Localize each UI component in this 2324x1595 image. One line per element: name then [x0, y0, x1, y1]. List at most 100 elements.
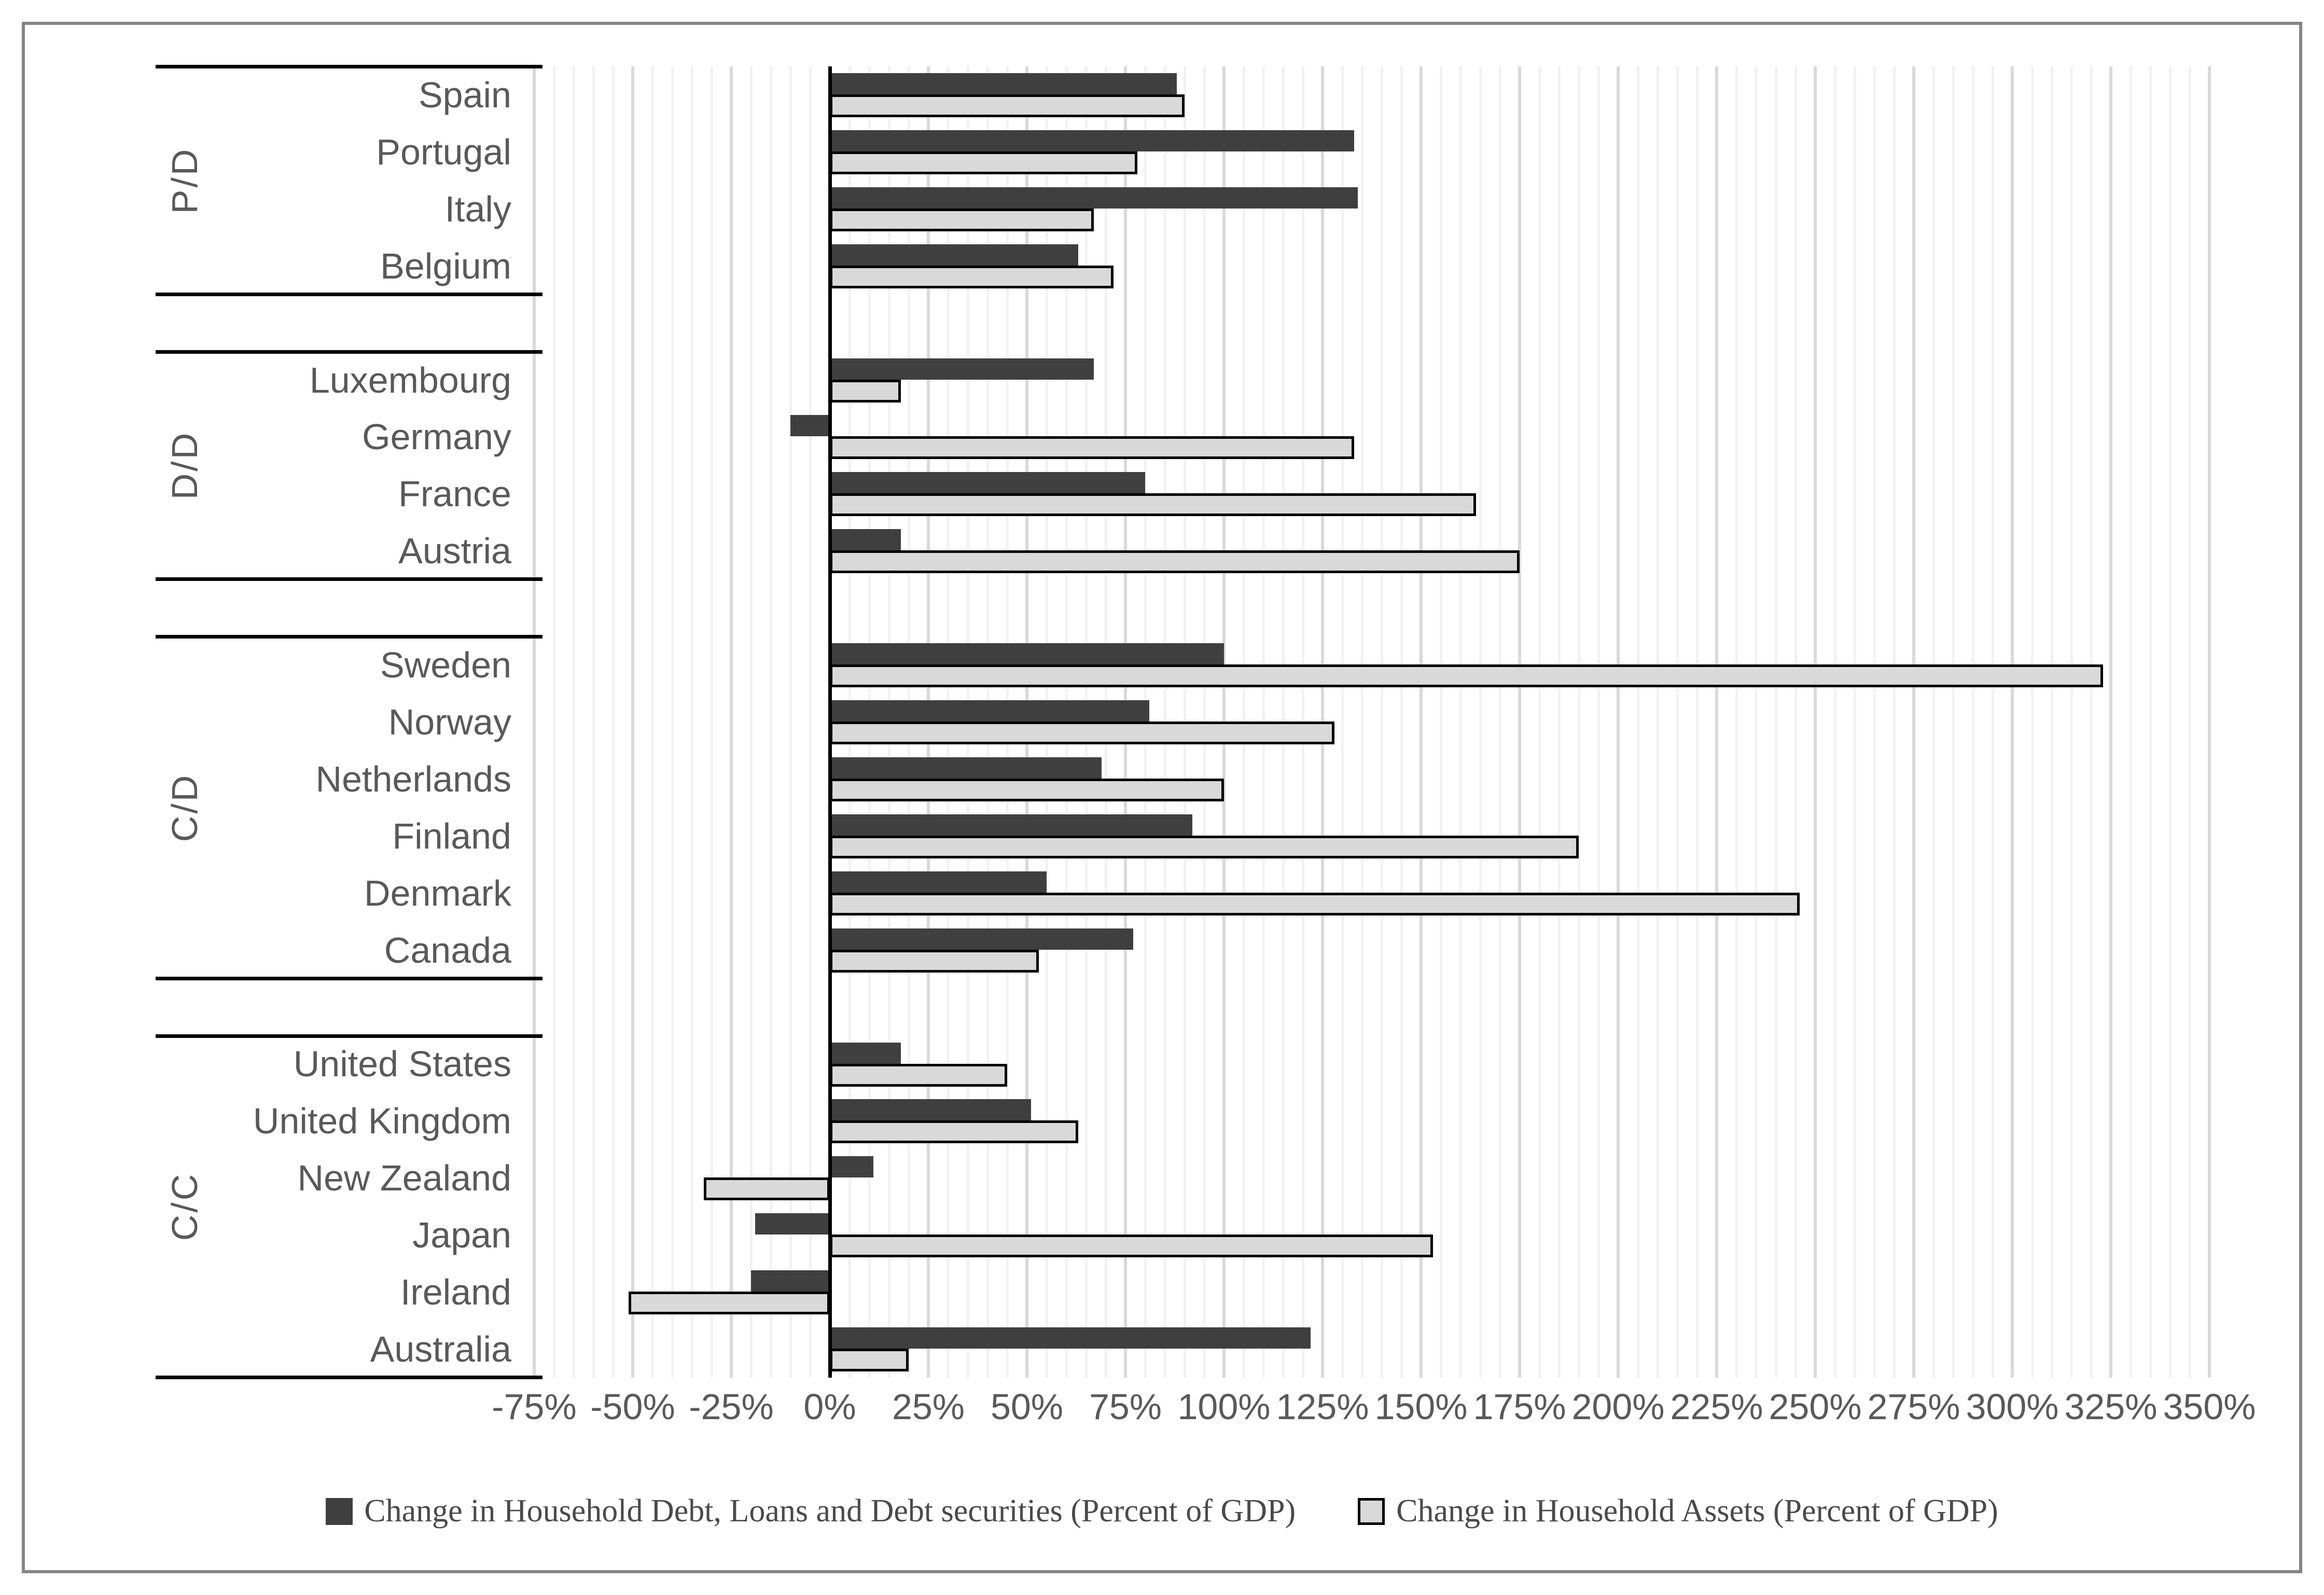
country-label-new-zealand: New Zealand: [297, 1158, 511, 1199]
legend-label-assets: Change in Household Assets (Percent of G…: [1396, 1493, 1998, 1529]
gridline-minor: [592, 66, 595, 1378]
bar-assets-norway: [830, 722, 1334, 745]
gridline-major: [1814, 66, 1817, 1378]
gridline-minor: [750, 66, 753, 1378]
gridline-minor: [1932, 66, 1935, 1378]
x-tick-label-150pct: 150%: [1374, 1386, 1468, 1427]
country-label-japan: Japan: [412, 1215, 511, 1256]
bar-assets-ireland: [629, 1292, 830, 1315]
bar-debt-new-zealand: [830, 1156, 873, 1178]
bar-debt-italy: [830, 187, 1358, 209]
gridline-minor: [1952, 66, 1955, 1378]
gridline-minor: [2090, 66, 2093, 1378]
x-tick-label-100pct: 100%: [1177, 1386, 1271, 1427]
country-label-ireland: Ireland: [400, 1272, 511, 1313]
gridline-minor: [1361, 66, 1363, 1378]
bar-assets-belgium: [830, 265, 1114, 288]
bar-assets-sweden: [830, 664, 2103, 688]
group-label-c-c: C/C: [164, 1172, 205, 1241]
bar-debt-ireland: [751, 1270, 830, 1292]
country-label-italy: Italy: [444, 188, 511, 229]
gridline-minor: [1676, 66, 1679, 1378]
country-label-france: France: [398, 474, 511, 515]
gridline-minor: [1400, 66, 1403, 1378]
gridline-minor: [1597, 66, 1600, 1378]
country-label-australia: Australia: [370, 1329, 511, 1370]
gridline-minor: [1873, 66, 1876, 1378]
gridline-minor: [1657, 66, 1659, 1378]
country-label-germany: Germany: [362, 417, 511, 457]
group-box-c-c: C/C: [156, 1034, 542, 1379]
gridline-minor: [1341, 66, 1344, 1378]
bar-assets-australia: [830, 1349, 909, 1372]
x-tick-label-0pct: 0%: [803, 1386, 856, 1427]
country-label-denmark: Denmark: [364, 872, 511, 913]
gridline-major: [1912, 66, 1915, 1378]
gridline-minor: [2031, 66, 2034, 1378]
bar-assets-luxembourg: [830, 379, 901, 403]
x-tick-label-325pct: 325%: [2064, 1386, 2158, 1427]
x-tick-label-350pct: 350%: [2163, 1386, 2256, 1427]
bar-debt-finland: [830, 814, 1193, 836]
group-box-c-d: C/D: [156, 635, 542, 980]
bar-debt-canada: [830, 928, 1134, 950]
x-tick-label-125pct: 125%: [1276, 1386, 1369, 1427]
x-tick-label-250pct: 250%: [1769, 1386, 1862, 1427]
gridline-minor: [1992, 66, 1994, 1378]
gridline-minor: [671, 66, 674, 1378]
group-label-p-d: P/D: [164, 147, 205, 214]
bar-debt-france: [830, 472, 1145, 494]
group-label-c-d: C/D: [164, 773, 205, 842]
gridline-minor: [1459, 66, 1462, 1378]
bar-debt-luxembourg: [830, 358, 1094, 380]
gridline-minor: [1696, 66, 1699, 1378]
country-label-belgium: Belgium: [380, 245, 511, 286]
legend-item-assets: Change in Household Assets (Percent of G…: [1358, 1493, 1998, 1530]
gridline-major: [2011, 66, 2014, 1378]
country-label-united-states: United States: [293, 1044, 511, 1085]
group-box-d-d: D/D: [156, 350, 542, 581]
gridline-minor: [809, 66, 812, 1378]
bar-assets-united-states: [830, 1063, 1007, 1087]
gridline-minor: [1735, 66, 1738, 1378]
x-tick-label-50pct: 50%: [990, 1386, 1064, 1427]
gridline-major: [1420, 66, 1423, 1378]
legend-swatch-assets-icon: [1358, 1497, 1385, 1525]
legend-item-debt: Change in Household Debt, Loans and Debt…: [326, 1493, 1296, 1530]
country-label-netherlands: Netherlands: [315, 758, 511, 799]
bar-assets-france: [830, 493, 1477, 517]
x-tick-label-275pct: 275%: [1867, 1386, 1960, 1427]
gridline-major: [631, 66, 634, 1378]
bar-debt-norway: [830, 700, 1149, 722]
x-tick-label-300pct: 300%: [1966, 1386, 2059, 1427]
gridline-major: [1715, 66, 1718, 1378]
legend-swatch-debt-icon: [326, 1497, 353, 1525]
bar-assets-spain: [830, 94, 1185, 117]
bar-assets-denmark: [830, 892, 1800, 916]
gridline-minor: [1637, 66, 1639, 1378]
bar-debt-portugal: [830, 130, 1354, 151]
x-tick-label-neg25pct: -25%: [689, 1386, 774, 1427]
gridline-minor: [1794, 66, 1797, 1378]
x-tick-label-neg50pct: -50%: [590, 1386, 675, 1427]
bar-debt-austria: [830, 529, 901, 551]
gridline-minor: [1499, 66, 1501, 1378]
x-tick-label-25pct: 25%: [892, 1386, 965, 1427]
bar-assets-germany: [830, 436, 1354, 460]
x-tick-label-neg75pct: -75%: [492, 1386, 577, 1427]
gridline-minor: [2051, 66, 2053, 1378]
bar-debt-spain: [830, 73, 1177, 94]
bar-assets-canada: [830, 949, 1039, 973]
gridline-major: [730, 66, 733, 1378]
gridline-major: [1617, 66, 1620, 1378]
bar-assets-netherlands: [830, 778, 1224, 801]
gridline-major: [533, 66, 536, 1378]
group-box-p-d: P/D: [156, 65, 542, 296]
bar-assets-italy: [830, 208, 1094, 231]
gridline-major: [1518, 66, 1521, 1378]
gridline-major: [2109, 66, 2112, 1378]
gridline-minor: [553, 66, 555, 1378]
gridline-minor: [1578, 66, 1580, 1378]
bar-assets-finland: [830, 835, 1579, 858]
bar-debt-united-states: [830, 1042, 901, 1064]
